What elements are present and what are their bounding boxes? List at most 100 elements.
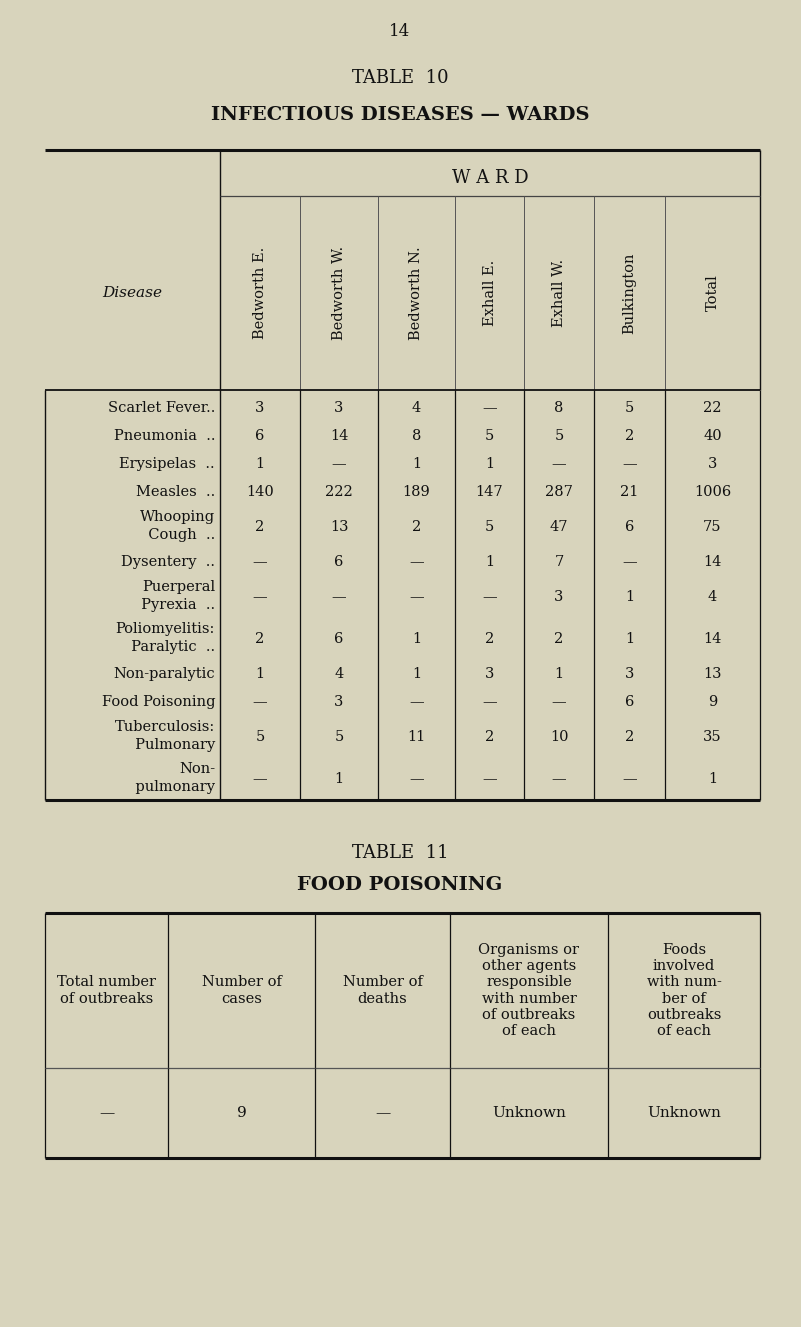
Text: 47: 47	[549, 520, 568, 533]
Text: —: —	[482, 591, 497, 604]
Text: 9: 9	[236, 1105, 247, 1120]
Text: 1: 1	[412, 456, 421, 471]
Text: Exhall E.: Exhall E.	[482, 260, 497, 326]
Text: —: —	[622, 772, 637, 786]
Text: Exhall W.: Exhall W.	[552, 259, 566, 326]
Text: Cough  ..: Cough ..	[139, 528, 215, 543]
Text: 5: 5	[554, 429, 564, 443]
Text: 5: 5	[256, 730, 264, 744]
Text: 10: 10	[549, 730, 568, 744]
Text: Bedworth E.: Bedworth E.	[253, 247, 267, 340]
Text: —: —	[252, 772, 268, 786]
Text: Pneumonia  ..: Pneumonia ..	[114, 429, 215, 443]
Text: —: —	[482, 772, 497, 786]
Text: Unknown: Unknown	[647, 1105, 721, 1120]
Text: 1: 1	[412, 632, 421, 646]
Text: —: —	[622, 555, 637, 569]
Text: —: —	[552, 695, 566, 709]
Text: Foods
involved
with num-
ber of
outbreaks
of each: Foods involved with num- ber of outbreak…	[646, 943, 722, 1038]
Text: Number of
cases: Number of cases	[202, 975, 281, 1006]
Text: FOOD POISONING: FOOD POISONING	[297, 876, 502, 894]
Text: 1: 1	[256, 456, 264, 471]
Text: 1: 1	[554, 667, 564, 681]
Text: 1: 1	[485, 456, 494, 471]
Text: —: —	[332, 591, 346, 604]
Text: 2: 2	[485, 730, 494, 744]
Text: 4: 4	[708, 591, 717, 604]
Text: 8: 8	[412, 429, 421, 443]
Text: Organisms or
other agents
responsible
with number
of outbreaks
of each: Organisms or other agents responsible wi…	[478, 943, 579, 1038]
Text: 140: 140	[246, 484, 274, 499]
Text: —: —	[252, 555, 268, 569]
Text: 5: 5	[334, 730, 344, 744]
Text: Pyrexia  ..: Pyrexia ..	[132, 598, 215, 612]
Text: W A R D: W A R D	[452, 169, 529, 187]
Text: 14: 14	[389, 24, 411, 41]
Text: Poliomyelitis:: Poliomyelitis:	[115, 622, 215, 637]
Text: —: —	[375, 1105, 390, 1120]
Text: —: —	[99, 1105, 114, 1120]
Text: Unknown: Unknown	[492, 1105, 566, 1120]
Text: TABLE  10: TABLE 10	[352, 69, 449, 88]
Text: Erysipelas  ..: Erysipelas ..	[119, 456, 215, 471]
Text: 2: 2	[256, 632, 264, 646]
Text: 2: 2	[625, 730, 634, 744]
Text: 6: 6	[625, 520, 634, 533]
Text: Dysentery  ..: Dysentery ..	[121, 555, 215, 569]
Text: Scarlet Fever..: Scarlet Fever..	[107, 401, 215, 415]
Text: 21: 21	[620, 484, 638, 499]
Text: 2: 2	[256, 520, 264, 533]
Text: 2: 2	[554, 632, 564, 646]
Text: 3: 3	[256, 401, 264, 415]
Text: 222: 222	[325, 484, 353, 499]
Text: —: —	[482, 695, 497, 709]
Text: 13: 13	[330, 520, 348, 533]
Text: Non-: Non-	[179, 762, 215, 776]
Text: 40: 40	[703, 429, 722, 443]
Text: 11: 11	[408, 730, 425, 744]
Text: Bedworth W.: Bedworth W.	[332, 245, 346, 340]
Text: 3: 3	[334, 401, 344, 415]
Text: 3: 3	[708, 456, 717, 471]
Text: 4: 4	[412, 401, 421, 415]
Text: —: —	[332, 456, 346, 471]
Text: Pulmonary: Pulmonary	[126, 738, 215, 752]
Text: —: —	[252, 591, 268, 604]
Text: Puerperal: Puerperal	[142, 580, 215, 594]
Text: 189: 189	[403, 484, 430, 499]
Text: 6: 6	[256, 429, 264, 443]
Text: —: —	[409, 591, 424, 604]
Text: Measles  ..: Measles ..	[135, 484, 215, 499]
Text: 147: 147	[476, 484, 503, 499]
Text: 9: 9	[708, 695, 717, 709]
Text: 1: 1	[256, 667, 264, 681]
Text: 3: 3	[625, 667, 634, 681]
Text: 75: 75	[703, 520, 722, 533]
Text: 3: 3	[485, 667, 494, 681]
Text: —: —	[552, 772, 566, 786]
Text: 1: 1	[708, 772, 717, 786]
Text: 1: 1	[335, 772, 344, 786]
Text: —: —	[409, 695, 424, 709]
Text: 1: 1	[412, 667, 421, 681]
Text: 7: 7	[554, 555, 564, 569]
Text: 1: 1	[485, 555, 494, 569]
Text: 3: 3	[334, 695, 344, 709]
Text: —: —	[409, 555, 424, 569]
Text: Food Poisoning: Food Poisoning	[102, 695, 215, 709]
Text: TABLE  11: TABLE 11	[352, 844, 449, 863]
Text: 1006: 1006	[694, 484, 731, 499]
Text: —: —	[552, 456, 566, 471]
Text: 5: 5	[485, 429, 494, 443]
Text: 2: 2	[485, 632, 494, 646]
Text: Paralytic  ..: Paralytic ..	[122, 641, 215, 654]
Text: 3: 3	[554, 591, 564, 604]
Text: 14: 14	[703, 555, 722, 569]
Text: Bedworth N.: Bedworth N.	[409, 247, 424, 340]
Text: 4: 4	[334, 667, 344, 681]
Text: Total number
of outbreaks: Total number of outbreaks	[57, 975, 156, 1006]
Text: —: —	[409, 772, 424, 786]
Text: 6: 6	[334, 632, 344, 646]
Text: 1: 1	[625, 632, 634, 646]
Text: —: —	[252, 695, 268, 709]
